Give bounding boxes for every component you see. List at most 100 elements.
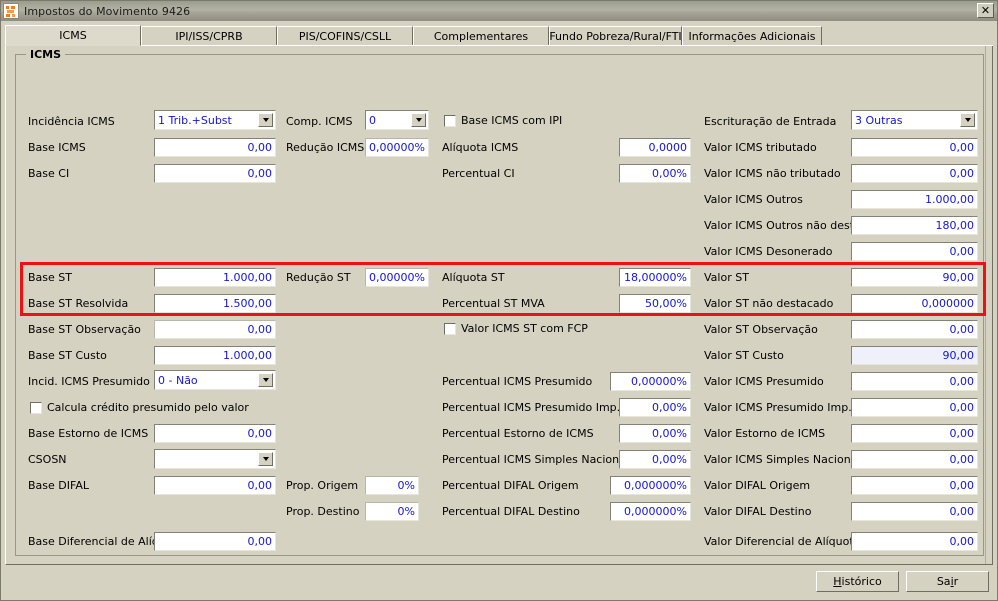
sair-label-pre: Sa [936,574,951,588]
valor-icms-st-com-fcp-label: Valor ICMS ST com FCP [461,322,588,335]
base-icms-com-ipi-label: Base ICMS com IPI [461,114,563,127]
valor-icms-presumido-input[interactable]: 0,00 [851,372,978,391]
valor-estorno-icms-input[interactable]: 0,00 [851,424,978,443]
percentual-icms-simples-nacional-input[interactable]: 0,00% [619,450,691,469]
base-difal-input[interactable]: 0,00 [154,476,276,495]
valor-difal-destino-input[interactable]: 0,00 [851,502,978,521]
label-base-diferencial-aliq: Base Diferencial de Alíq. [28,535,163,548]
tab-content-panel: ICMS Incidência ICMS 1 Trib.+Subst Comp.… [5,46,993,565]
label-incidencia-icms: Incidência ICMS [28,115,115,128]
valor-icms-outros-nao-dest-input[interactable]: 180,00 [851,216,978,235]
prop-origem-input[interactable]: 0% [365,476,419,495]
percentual-estorno-icms-input[interactable]: 0,00% [619,424,691,443]
percentual-icms-presumido-imp-pr-input[interactable]: 0,00% [619,398,691,417]
reducao-st-input[interactable]: 0,00000% [365,268,429,287]
tab-informacoes-adicionais[interactable]: Informações Adicionais [682,26,822,45]
sair-button[interactable]: Sa i r [906,570,989,592]
calcula-credito-presumido-checkbox[interactable]: Calcula crédito presumido pelo valor [30,401,249,414]
percentual-difal-destino-input[interactable]: 0,000000% [610,502,691,521]
percentual-icms-presumido-input[interactable]: 0,00000% [610,372,691,391]
tab-complementares[interactable]: Complementares [413,26,549,45]
label-percentual-icms-presumido: Percentual ICMS Presumido [442,375,593,388]
base-st-input[interactable]: 1.000,00 [154,268,276,287]
label-valor-st: Valor ST [704,271,749,284]
label-valor-icms-nao-tributado: Valor ICMS não tributado [704,167,841,180]
close-icon[interactable]: ✕ [977,3,994,18]
label-valor-icms-presumido: Valor ICMS Presumido [704,375,824,388]
valor-st-observacao-input[interactable]: 0,00 [851,320,978,339]
prop-destino-input[interactable]: 0% [365,502,419,521]
base-icms-com-ipi-checkbox[interactable]: Base ICMS com IPI [444,114,562,127]
aliquota-icms-input[interactable]: 0,0000 [619,138,691,157]
percentual-ci-input[interactable]: 0,00% [619,164,691,183]
incidencia-icms-value: 1 Trib.+Subst [158,113,232,127]
tab-strip: ICMS IPI/ISS/CPRB PIS/COFINS/CSLL Comple… [5,25,993,46]
percentual-st-mva-input[interactable]: 50,00% [619,294,691,313]
label-comp-icms: Comp. ICMS [286,115,353,128]
sair-accel: i [950,574,954,588]
percentual-difal-origem-input[interactable]: 0,000000% [610,476,691,495]
valor-diferencial-aliquota-input[interactable]: 0,00 [851,532,978,551]
sair-label-post: r [953,574,959,588]
base-st-custo-input[interactable]: 1.000,00 [154,346,276,365]
checkbox-box [444,322,456,335]
chevron-down-icon[interactable] [258,373,273,387]
valor-difal-origem-input[interactable]: 0,00 [851,476,978,495]
label-valor-st-nao-destacado: Valor ST não destacado [704,297,834,310]
valor-icms-presumido-imp-pr-input[interactable]: 0,00 [851,398,978,417]
label-reducao-icms: Redução ICMS [286,141,365,154]
reducao-icms-input[interactable]: 0,00000% [365,138,429,157]
valor-st-nao-destacado-input[interactable]: 0,000000 [851,294,978,313]
valor-icms-nao-tributado-input[interactable]: 0,00 [851,164,978,183]
label-percentual-difal-origem: Percentual DIFAL Origem [442,479,579,492]
chevron-down-icon[interactable] [258,113,273,127]
base-estorno-icms-input[interactable]: 0,00 [154,424,276,443]
group-box-title: ICMS [26,48,66,61]
valor-icms-simples-nacional-input[interactable]: 0,00 [851,450,978,469]
valor-st-custo-input[interactable]: 90,00 [851,346,978,365]
incidencia-icms-select[interactable]: 1 Trib.+Subst [154,110,276,130]
base-ci-input[interactable]: 0,00 [154,164,276,183]
escrituracao-entrada-select[interactable]: 3 Outras [851,110,978,130]
label-valor-icms-tributado: Valor ICMS tributado [704,141,817,154]
label-valor-icms-simples-nacional: Valor ICMS Simples Nacional [704,453,861,466]
tab-ipi-iss-cprb[interactable]: IPI/ISS/CPRB [141,26,277,45]
valor-icms-desonerado-input[interactable]: 0,00 [851,242,978,261]
panel-right-edge [985,46,992,564]
valor-icms-st-com-fcp-checkbox[interactable]: Valor ICMS ST com FCP [444,322,588,335]
aliquota-st-input[interactable]: 18,00000% [619,268,691,287]
comp-icms-select[interactable]: 0 [365,110,429,130]
tab-pis-cofins-csll[interactable]: PIS/COFINS/CSLL [277,26,413,45]
label-incid-icms-presumido: Incid. ICMS Presumido [28,375,150,388]
tab-fundo-pobreza-rural-fti[interactable]: Fundo Pobreza/Rural/FTI [549,26,682,45]
label-aliquota-icms: Alíquota ICMS [442,141,519,154]
checkbox-box [444,114,456,127]
label-prop-destino: Prop. Destino [286,505,360,518]
label-base-estorno-icms: Base Estorno de ICMS [28,427,149,440]
label-base-icms: Base ICMS [28,141,86,154]
chevron-down-icon[interactable] [960,113,975,127]
checkbox-box [30,401,42,414]
base-st-resolvida-input[interactable]: 1.500,00 [154,294,276,313]
valor-icms-tributado-input[interactable]: 0,00 [851,138,978,157]
label-valor-icms-outros-nao-dest: Valor ICMS Outros não dest. [704,219,858,232]
base-st-observacao-input[interactable]: 0,00 [154,320,276,339]
valor-st-input[interactable]: 90,00 [851,268,978,287]
valor-icms-outros-input[interactable]: 1.000,00 [851,190,978,209]
chevron-down-icon[interactable] [258,452,273,466]
label-valor-st-custo: Valor ST Custo [704,349,784,362]
incid-icms-presumido-select[interactable]: 0 - Não [154,370,276,390]
csosn-select[interactable] [154,449,276,469]
label-valor-icms-presumido-imp-pr: Valor ICMS Presumido Imp. PR [704,401,870,414]
label-valor-estorno-icms: Valor Estorno de ICMS [704,427,826,440]
label-percentual-estorno-icms: Percentual Estorno de ICMS [442,427,594,440]
chevron-down-icon[interactable] [411,113,426,127]
label-valor-icms-desonerado: Valor ICMS Desonerado [704,245,833,258]
tab-icms[interactable]: ICMS [5,25,141,46]
base-diferencial-aliq-input[interactable]: 0,00 [154,532,276,551]
tab-strip-filler [822,26,993,45]
base-icms-input[interactable]: 0,00 [154,138,276,157]
